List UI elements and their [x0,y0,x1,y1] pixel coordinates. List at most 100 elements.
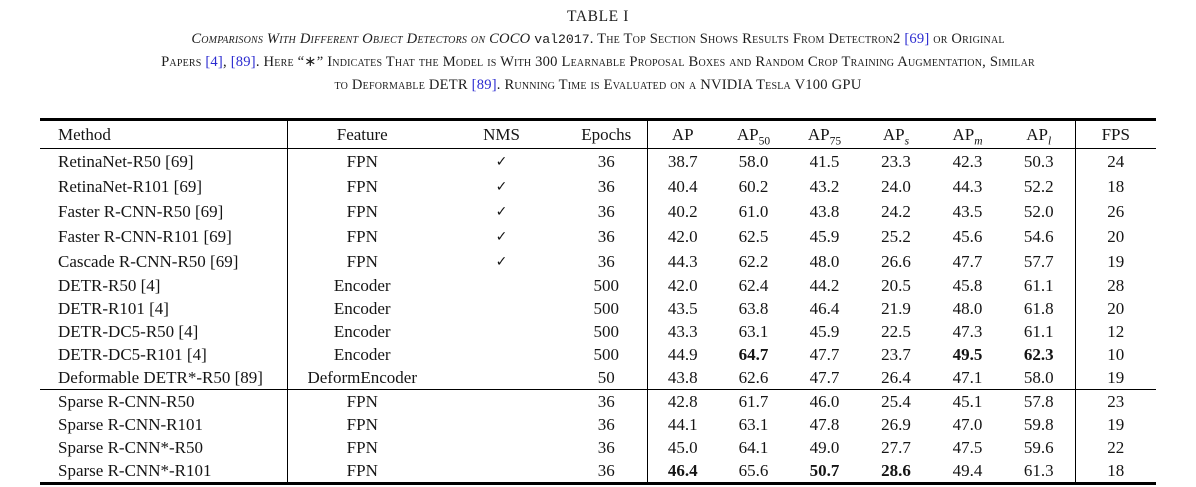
cell-method: DETR-R50 [4] [40,274,288,297]
cell-nms [437,389,566,413]
cell-epochs: 36 [566,199,648,224]
cell-ap50: 62.4 [738,276,769,295]
table-row: Sparse R-CNN*-R50 FPN 36 45.0 64.1 49.0 27.7 47… [40,436,1156,459]
cell-epochs: 500 [566,320,648,343]
cell-method: RetinaNet-R101 [69] [40,174,288,199]
cell-nms [437,413,566,436]
cell-epochs: 36 [566,148,648,174]
cell-aps: 22.5 [881,322,911,341]
column-header-method: Method [40,119,288,149]
cell-ap50: 63.1 [738,322,769,341]
table-body: RetinaNet-R50 [69] FPN ✓ 36 38.7 58.0 41.5 23.3… [40,148,1156,484]
cell-ap: 46.4 [667,461,698,480]
cell-ap50: 62.6 [738,368,769,387]
column-header-subscript: m [974,134,983,147]
cell-epochs: 500 [566,343,648,366]
cell-ap75: 47.7 [809,368,840,387]
cell-ap50: 60.2 [738,177,769,196]
caption-segment: Papers [161,54,206,70]
column-header-apm: APm [932,119,1003,149]
cell-ap75: 46.4 [809,299,840,318]
caption-segment: . Running Time is Evaluated on a NVIDIA … [496,77,862,93]
table-caption-label: TABLE I [567,8,629,25]
cell-apl: 59.8 [1003,413,1076,436]
cell-fps: 28 [1107,276,1125,295]
table-row: Cascade R-CNN-R50 [69] FPN ✓ 36 44.3 62.2 48.0… [40,249,1156,274]
cell-feature: FPN [346,177,378,196]
cell-apl: 61.1 [1003,320,1076,343]
cell-fps: 18 [1107,461,1125,480]
cell-aps: 24.2 [881,202,911,221]
cell-fps: 22 [1107,438,1125,457]
cell-fps: 18 [1107,177,1125,196]
citation-link[interactable]: [69] [904,31,930,47]
table-row: DETR-DC5-R101 [4] Encoder 500 44.9 64.7 47.7 2… [40,343,1156,366]
column-header-text: Method [58,124,111,144]
cell-epochs: 36 [566,249,648,274]
cell-ap75: 41.5 [809,152,840,171]
citation-link[interactable]: [89] [471,77,497,93]
cell-method: Sparse R-CNN*-R101 [40,459,288,484]
cell-nms [437,320,566,343]
column-header-text: AP [736,124,759,144]
column-header-ap: AP [647,119,718,149]
cell-ap75: 50.7 [809,461,840,480]
cell-aps: 28.6 [881,461,911,480]
citation-link[interactable]: [89] [230,54,256,70]
column-header-subscript: 50 [758,134,771,147]
cell-apm: 45.6 [952,227,983,246]
checkmark-icon: ✓ [495,154,508,170]
cell-aps: 20.5 [881,276,911,295]
caption-line: Papers [4], [89]. Here “∗” Indicates Tha… [0,51,1196,74]
cell-ap: 42.8 [647,389,718,413]
cell-nms: ✓ [437,149,566,175]
column-header-text: AP [807,124,830,144]
cell-feature: Encoder [333,322,391,341]
cell-ap75: 43.2 [809,177,840,196]
column-header-text: Epochs [581,124,632,144]
cell-aps: 26.6 [881,252,911,271]
cell-ap75: 47.7 [809,345,840,364]
caption-segment: val2017 [534,32,590,47]
table-row: Sparse R-CNN-R101 FPN 36 44.1 63.1 47.8 26.9 47… [40,413,1156,436]
cell-nms [437,274,566,297]
column-header-aps: APs [860,119,932,149]
cell-aps: 24.0 [881,177,911,196]
cell-ap: 44.9 [667,345,698,364]
cell-aps: 21.9 [881,299,911,318]
caption-segment: or Original [929,31,1005,47]
caption-line: Comparisons With Different Object Detect… [0,28,1196,51]
cell-apm: 45.8 [952,276,983,295]
cell-ap50: 63.1 [738,415,769,434]
cell-fps: 20 [1107,227,1125,246]
table-row: Sparse R-CNN-R50 FPN 36 42.8 61.7 46.0 25.4 45.… [40,389,1156,413]
cell-ap50: 65.6 [738,461,769,480]
cell-apm: 47.1 [952,368,983,387]
cell-apl: 52.2 [1003,174,1076,199]
caption-segment: to Deformable DETR [334,77,472,93]
cell-method: Faster R-CNN-R101 [69] [40,224,288,249]
cell-feature: Encoder [333,345,391,364]
cell-apl: 59.6 [1003,436,1076,459]
cell-apl: 61.3 [1003,459,1076,484]
cell-feature: FPN [346,152,378,171]
cell-feature: DeformEncoder [307,368,417,387]
cell-apm: 47.3 [952,322,983,341]
column-header-ap50: AP50 [718,119,789,149]
cell-nms [437,343,566,366]
table-row: DETR-DC5-R50 [4] Encoder 500 43.3 63.1 45.9 22… [40,320,1156,343]
cell-ap50: 58.0 [738,152,769,171]
column-header-apl: APl [1003,119,1076,149]
caption-segment: , [223,54,231,70]
cell-nms: ✓ [437,224,566,249]
cell-ap75: 49.0 [809,438,840,457]
cell-feature: Encoder [333,299,391,318]
cell-feature: FPN [346,461,378,480]
citation-link[interactable]: [4] [205,54,223,70]
cell-method: DETR-DC5-R101 [4] [40,343,288,366]
cell-apl: 54.6 [1003,224,1076,249]
cell-feature: FPN [346,252,378,271]
cell-apl: 52.0 [1003,199,1076,224]
cell-ap: 43.3 [667,322,698,341]
